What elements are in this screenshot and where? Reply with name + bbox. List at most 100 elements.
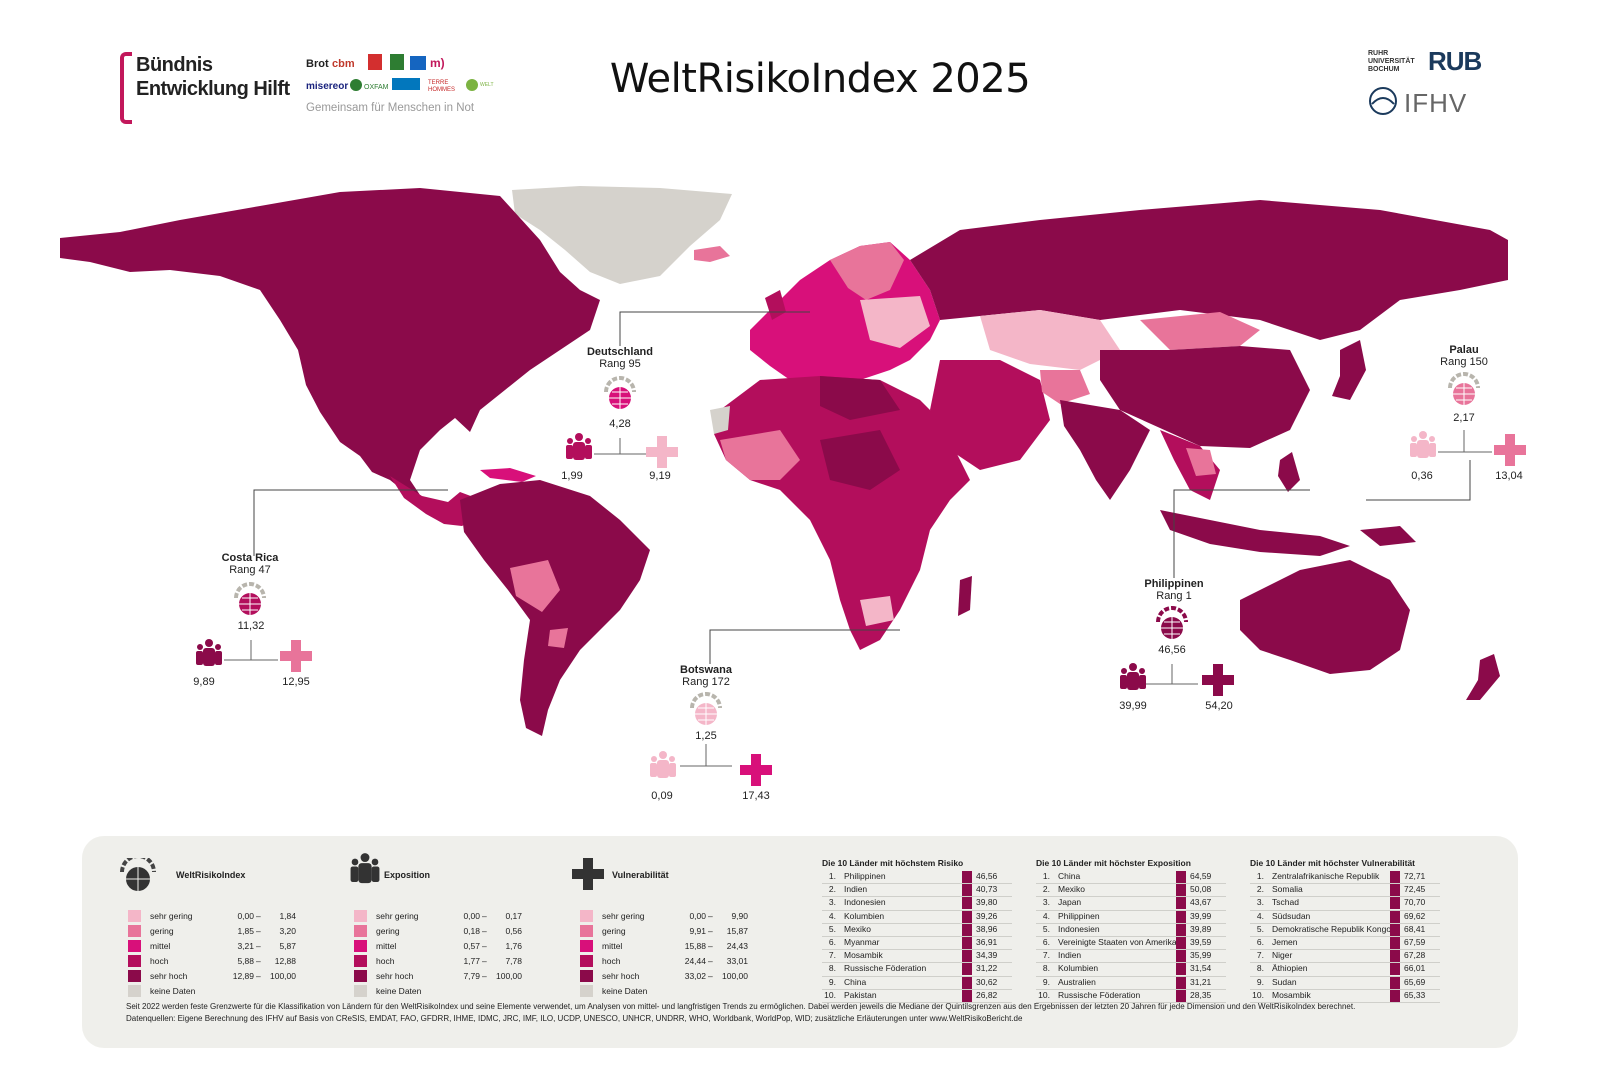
legend-to: 100,00: [270, 971, 296, 981]
table-row: 1. China 64,59: [1036, 871, 1226, 885]
legend-dash: –: [482, 956, 487, 966]
callout-rank: Rang 150: [1440, 356, 1488, 368]
legend-label: sehr hoch: [602, 971, 640, 981]
country-name: Kolumbien: [1058, 963, 1099, 974]
legend-from: 0,00: [689, 911, 706, 921]
legend-dash: –: [708, 911, 713, 921]
value-bar: [1176, 976, 1186, 989]
callout-vulnerabilitaet-value: 12,95: [282, 676, 310, 688]
top10-rows: 1. Philippinen 46,56 2. Indien 40,73 3. Indones…: [822, 871, 1012, 1003]
top10-rows: 1. China 64,59 2. Mexiko 50,08 3. Japan 43,67 4. P…: [1036, 871, 1226, 1003]
rub-small-text: RUHR UNIVERSITÄT BOCHUM: [1368, 50, 1415, 73]
value-bar: [1176, 923, 1186, 936]
rank-number: 8.: [1042, 963, 1050, 974]
country-name: Indien: [844, 884, 868, 895]
callout-deutschland: Deutschland Rang 95: [570, 346, 670, 370]
legend-from: 15,88: [684, 941, 706, 951]
legend-title: Vulnerabilität: [612, 870, 669, 880]
rub-logo-text: RUB: [1428, 46, 1482, 76]
rank-number: 8.: [1256, 963, 1264, 974]
table-row: 10. Pakistan 26,82: [822, 989, 1012, 1003]
legend-to: 5,87: [279, 941, 296, 951]
callout-vulnerabilitaet-value: 9,19: [649, 470, 671, 482]
country-value: 26,82: [976, 989, 998, 1000]
country-value: 67,28: [1404, 950, 1426, 961]
table-row: 3. Tschad 70,70: [1250, 897, 1440, 911]
svg-text:cbm: cbm: [332, 58, 355, 70]
callout-vulnerabilitaet-value: 13,04: [1495, 470, 1523, 482]
australia: [1240, 560, 1410, 674]
country-value: 72,45: [1404, 884, 1426, 895]
legend-dash: –: [482, 911, 487, 921]
country-value: 28,35: [1190, 989, 1212, 1000]
legend-to: 9,90: [731, 911, 748, 921]
country-value: 66,01: [1404, 963, 1426, 974]
country-name: Äthiopien: [1272, 963, 1308, 974]
southeast-asia: [1160, 430, 1220, 500]
rank-number: 6.: [828, 936, 836, 947]
legend-to: 0,17: [505, 911, 522, 921]
legend-dash: –: [708, 956, 713, 966]
legend-swatch: [354, 925, 367, 937]
indonesia: [1160, 510, 1350, 556]
weltrisiko-globe-icon: [1156, 606, 1188, 639]
botswana: [860, 596, 894, 626]
ifhv-globe-icon: [1369, 87, 1397, 115]
callout-vulnerabilitaet-value: 17,43: [742, 790, 770, 802]
legend-row: sehr hoch 33,02–100,00: [580, 970, 748, 983]
table-row: 8. Kolumbien 31,54: [1036, 963, 1226, 977]
legend-label: gering: [150, 926, 174, 936]
legend-swatch: [354, 955, 367, 967]
country-name: Philippinen: [844, 871, 886, 881]
legend-swatch: [354, 985, 367, 997]
legend-from: 1,85: [237, 926, 254, 936]
callout-costa-rica: Costa Rica Rang 47: [200, 552, 300, 576]
footnote-sources: Datenquellen: Eigene Berechnung des IFHV…: [126, 1014, 1023, 1023]
callout-exposition-value: 9,89: [193, 676, 215, 688]
legend-swatch: [128, 955, 141, 967]
mongolia: [1140, 312, 1260, 350]
rank-number: 10.: [1038, 989, 1050, 1000]
legend-label: sehr hoch: [150, 971, 188, 981]
value-bar: [962, 989, 972, 1002]
legend-swatch: [354, 970, 367, 982]
callout-philippinen: Philippinen Rang 1: [1124, 578, 1224, 602]
legend-label: hoch: [376, 956, 395, 966]
rank-number: 10.: [824, 989, 836, 1000]
legend-swatch: [580, 925, 593, 937]
legend-title: WeltRisikoIndex: [176, 870, 246, 880]
rank-number: 3.: [828, 897, 836, 908]
legend-row: gering 0,18– 0,56: [354, 925, 522, 938]
legend-from: 12,89: [232, 971, 254, 981]
table-row: 4. Südsudan 69,62: [1250, 910, 1440, 924]
rank-number: 7.: [828, 950, 836, 961]
legend-row: sehr hoch 12,89–100,00: [128, 970, 296, 983]
callout-rank: Rang 95: [599, 358, 641, 370]
value-bar: [962, 910, 972, 923]
rank-number: 1.: [828, 871, 836, 881]
country-value: 38,96: [976, 923, 998, 934]
legend-label: sehr gering: [602, 911, 645, 921]
table-row: 9. Australien 31,21: [1036, 976, 1226, 990]
country-name: Südsudan: [1272, 910, 1311, 921]
country-value: 70,70: [1404, 897, 1426, 908]
legend-dash: –: [708, 926, 713, 936]
china: [1100, 346, 1310, 448]
thailand-cambodia: [1186, 448, 1216, 476]
vulnerabilitaet-cross-icon: [572, 858, 604, 890]
callout-index-value: 2,17: [1453, 412, 1475, 424]
legend-dash: –: [708, 941, 713, 951]
footnote-methodology: Seit 2022 werden feste Grenzwerte für di…: [126, 1002, 1356, 1011]
india: [1060, 400, 1150, 500]
legend-swatch: [580, 940, 593, 952]
legend-dash: –: [256, 971, 261, 981]
table-row: 4. Philippinen 39,99: [1036, 910, 1226, 924]
rank-number: 4.: [1042, 910, 1050, 921]
eastern-europe: [860, 296, 930, 348]
rank-number: 10.: [1252, 989, 1264, 1000]
rank-number: 2.: [828, 884, 836, 895]
central-africa: [820, 430, 900, 490]
tagline: Gemeinsam für Menschen in Not: [306, 102, 475, 114]
rank-number: 5.: [1256, 923, 1264, 934]
table-row: 5. Indonesien 39,89: [1036, 923, 1226, 937]
